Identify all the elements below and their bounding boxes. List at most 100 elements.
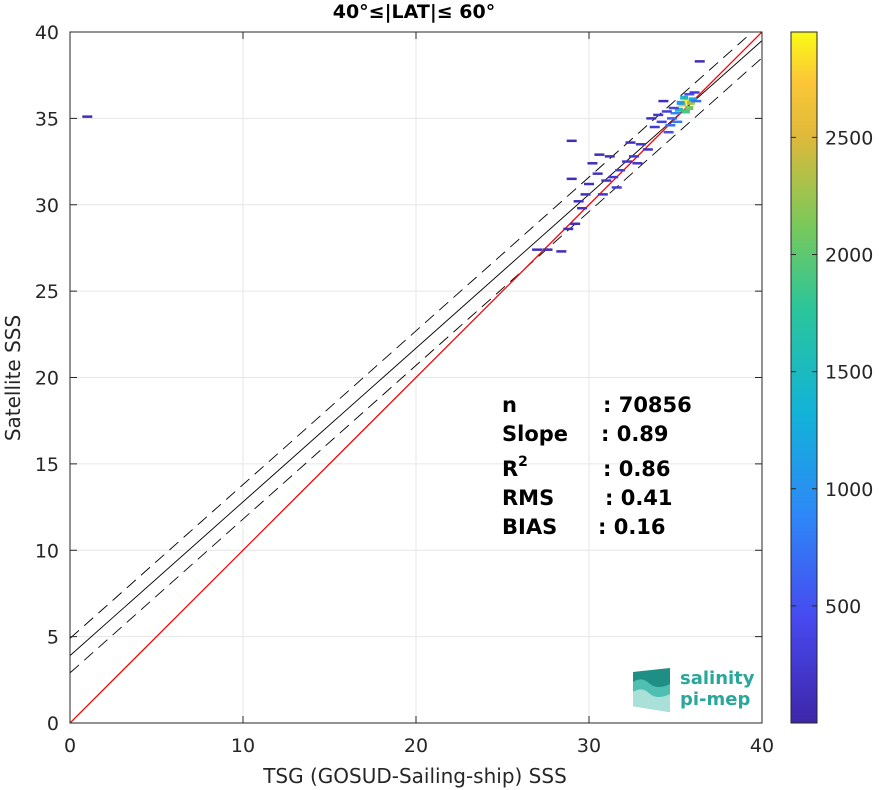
y-ticks: 0 5 10 15 20 25 30 35 40 bbox=[35, 22, 762, 735]
y-tick-label: 35 bbox=[35, 108, 59, 130]
regression-line bbox=[70, 40, 762, 656]
chart-title: 40°≤|LAT|≤ 60° bbox=[333, 1, 496, 23]
y-tick-label: 0 bbox=[47, 713, 59, 735]
density-cell bbox=[681, 109, 690, 114]
density-cell bbox=[667, 117, 678, 120]
stats-box: n : 70856 Slope : 0.89 R2 : 0.86 RMS : 0… bbox=[502, 393, 692, 539]
density-cell bbox=[685, 106, 694, 111]
y-tick-label: 25 bbox=[35, 281, 59, 303]
density-cell bbox=[670, 111, 681, 115]
density-cell bbox=[587, 162, 598, 165]
density-cell bbox=[661, 110, 672, 113]
stat-value-rms: : 0.41 bbox=[605, 486, 673, 510]
density-cell bbox=[646, 117, 657, 120]
x-tick-label: 0 bbox=[64, 735, 76, 757]
density-cell bbox=[611, 186, 622, 189]
density-cell bbox=[691, 99, 702, 103]
colorbar bbox=[790, 31, 818, 724]
stat-label-r-superscript: 2 bbox=[518, 454, 528, 470]
density-cell bbox=[577, 206, 588, 210]
density-cell bbox=[563, 227, 574, 231]
density-cell bbox=[622, 160, 633, 163]
density-cell bbox=[597, 193, 608, 196]
density-cell bbox=[663, 130, 674, 134]
colorbar-tick-label: 2000 bbox=[825, 245, 873, 267]
density-cell bbox=[642, 148, 653, 151]
density-cell bbox=[625, 141, 636, 144]
density-cell bbox=[615, 168, 626, 172]
stat-value-n: : 70856 bbox=[603, 393, 692, 417]
logo-line2: pi-mep bbox=[680, 689, 750, 710]
y-axis-label: Satellite SSS bbox=[1, 315, 25, 441]
y-tick-label: 40 bbox=[35, 22, 59, 44]
density-cell bbox=[592, 172, 603, 175]
y-tick-label: 20 bbox=[35, 368, 59, 390]
density-cell bbox=[656, 120, 667, 124]
x-tick-label: 30 bbox=[577, 735, 601, 757]
logo-line1: salinity bbox=[680, 668, 755, 689]
stat-label-bias: BIAS bbox=[502, 515, 557, 539]
x-tick-label: 10 bbox=[231, 735, 255, 757]
density-cell bbox=[604, 155, 615, 158]
density-cell bbox=[694, 60, 705, 63]
stat-label-r2: R2 bbox=[502, 454, 528, 481]
density-cell bbox=[672, 120, 683, 124]
density-cell bbox=[608, 175, 619, 179]
density-cell bbox=[601, 179, 612, 182]
y-tick-label: 15 bbox=[35, 454, 59, 476]
density-cell bbox=[566, 139, 577, 143]
density-cell bbox=[584, 182, 594, 186]
density-cell bbox=[649, 125, 660, 129]
x-axis-label: TSG (GOSUD-Sailing-ship) SSS bbox=[262, 764, 567, 788]
density-cell bbox=[653, 113, 664, 117]
stat-label-r: R bbox=[502, 457, 518, 481]
density-cell bbox=[542, 248, 553, 251]
density-cell bbox=[570, 222, 581, 226]
y-tick-label: 10 bbox=[35, 540, 59, 562]
stat-label-slope: Slope bbox=[502, 422, 568, 446]
identity-line bbox=[70, 32, 762, 723]
reference-lines bbox=[70, 32, 762, 723]
density-cell bbox=[674, 107, 683, 112]
stat-value-bias: : 0.16 bbox=[598, 515, 666, 539]
density-cell bbox=[532, 248, 543, 251]
stat-value-slope: : 0.89 bbox=[601, 422, 669, 446]
confidence-band-line bbox=[70, 32, 753, 639]
density-cell bbox=[573, 200, 584, 203]
y-tick-label: 30 bbox=[35, 195, 59, 217]
density-cell bbox=[594, 153, 605, 156]
x-tick-label: 20 bbox=[404, 735, 428, 757]
stat-label-rms: RMS bbox=[502, 486, 554, 510]
colorbar-tick-label: 2500 bbox=[825, 127, 873, 149]
density-cell bbox=[628, 155, 639, 158]
confidence-band-line bbox=[70, 57, 762, 674]
x-ticks: 0 10 20 30 40 bbox=[64, 32, 774, 757]
density-cell bbox=[680, 95, 689, 100]
colorbar-tick-label: 500 bbox=[825, 596, 861, 618]
x-tick-label: 40 bbox=[750, 735, 774, 757]
density-cell bbox=[566, 177, 577, 181]
density-cell bbox=[689, 91, 700, 94]
density-cell bbox=[687, 100, 696, 105]
density-cell bbox=[635, 143, 646, 146]
colorbar-ticks: 500 1000 1500 2000 2500 bbox=[791, 127, 873, 618]
density-cell bbox=[668, 106, 679, 110]
density-cells bbox=[82, 60, 705, 253]
density-cell bbox=[688, 97, 697, 102]
density-cell bbox=[665, 124, 676, 127]
colorbar-tick-label: 1000 bbox=[825, 479, 873, 501]
stat-label-n: n bbox=[502, 393, 517, 417]
density-cell bbox=[676, 100, 685, 105]
stat-value-r2: : 0.86 bbox=[603, 457, 671, 481]
density-cell bbox=[82, 115, 93, 118]
y-tick-label: 5 bbox=[47, 627, 59, 649]
density-cell bbox=[658, 99, 669, 103]
density-cell bbox=[580, 193, 591, 196]
density-cell bbox=[684, 92, 695, 96]
density-cell bbox=[556, 250, 567, 253]
salinity-pimep-logo: salinity pi-mep bbox=[633, 668, 755, 712]
colorbar-tick-label: 1500 bbox=[825, 362, 873, 384]
density-cell bbox=[632, 162, 643, 165]
logo-wave-icon bbox=[633, 668, 670, 712]
